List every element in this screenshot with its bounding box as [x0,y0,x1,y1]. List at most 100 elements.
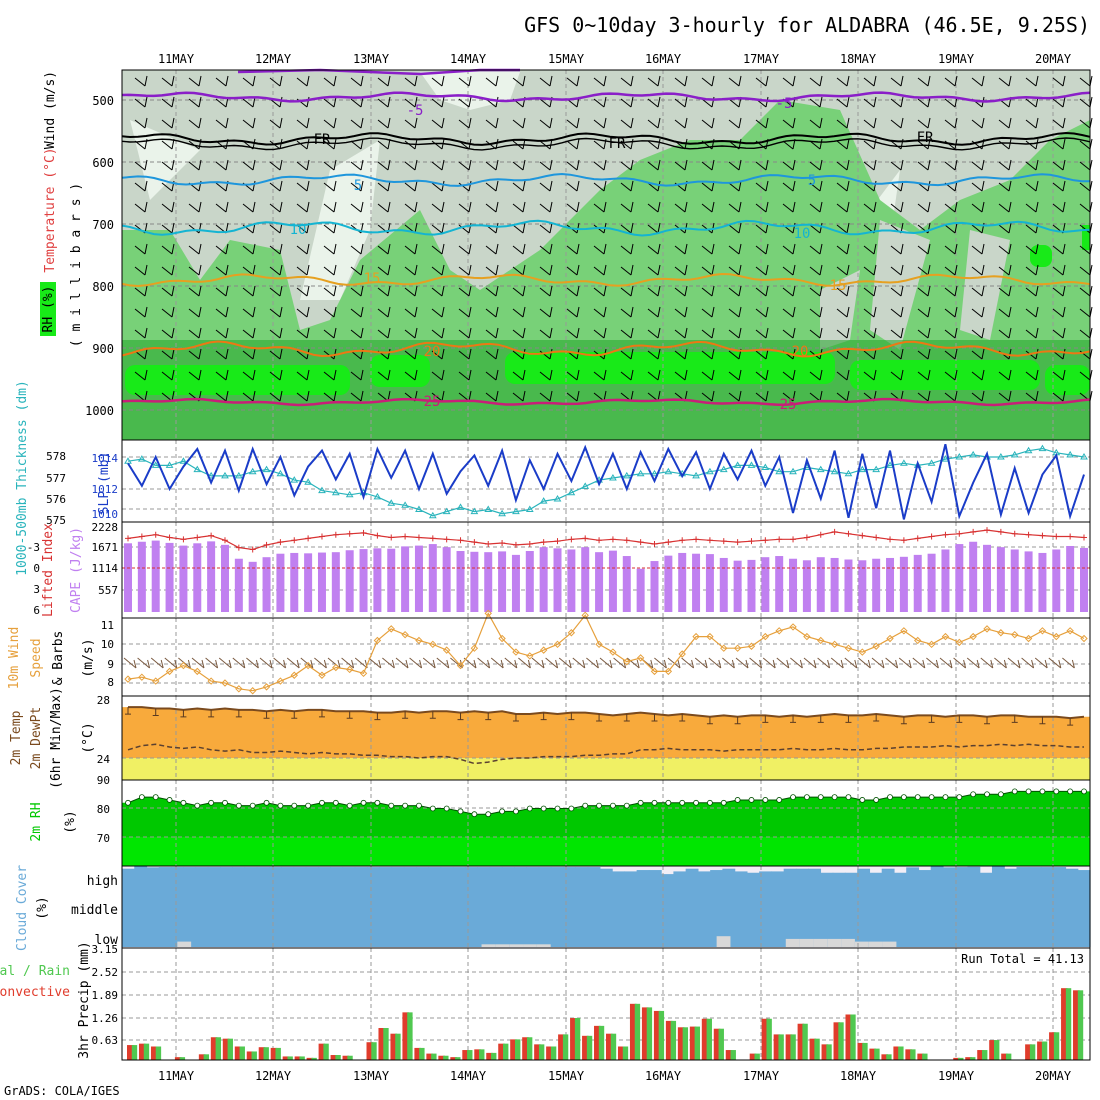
wind-barb [809,222,823,234]
wind10m-barb [966,657,980,669]
wind10m-barb [490,657,504,669]
wind-barb-flag [981,117,985,129]
wind-barb-shaft [350,266,362,276]
lifted-index-marker [125,535,131,542]
wind-barb [269,348,283,360]
wind-barb-flag [198,243,202,255]
wind-barb-shaft [188,245,200,255]
wind-barb [890,159,904,171]
wind-barb [782,75,796,87]
wind-barb [1025,201,1039,213]
wind-barb [809,159,823,171]
wind-barb [269,285,283,297]
wind-barb [647,75,661,87]
cloud-bar [710,870,724,893]
wind-barb-shaft [485,245,497,255]
thickness-marker [1038,444,1047,452]
wind-barb [647,201,661,213]
wind-barb-flag [360,306,364,318]
wind-barb [350,243,364,255]
wind-barb-flag [927,96,931,108]
wind-barb [863,138,877,150]
cloud-low-bar [827,938,842,947]
cloud-bar [918,870,932,893]
thickness-markers [124,444,1088,519]
wind-barb-flag [360,285,364,297]
wind10m-barb [939,657,953,669]
wind-barb-shaft [458,161,470,171]
wind-barb [539,243,553,255]
wind-barb-flag [684,285,688,297]
wind-barb [458,201,472,213]
wind-barb [431,348,445,360]
wind-barb [431,243,445,255]
wind10m-marker [235,685,243,693]
wind-barb-flag [792,117,796,129]
top-date-label: 16MAY [645,52,682,66]
lifted-index-marker [748,538,755,545]
wind-barb-flag [522,117,526,129]
wind-barb-flag [360,369,364,381]
wind-barb-shaft [944,329,956,339]
wind-barb-flag [981,75,985,87]
wind-barb-flag [711,117,715,129]
wind-barb-flag [576,222,580,234]
wind-barb [836,222,850,234]
wind-barb [242,264,256,276]
thickness-marker [830,467,839,475]
wind-barb-shaft [917,371,929,381]
wind-barb-shaft [863,371,875,381]
rh2m-grid [122,780,1090,866]
wind-barb [539,327,553,339]
wind-barb [539,117,553,129]
wind-barb-shaft [215,98,227,108]
wind-barb-flag [900,201,904,213]
wind10m-marker [539,646,548,654]
wind-barb-shaft [755,161,767,171]
wind10m-barb [368,657,382,669]
wind-barb [728,222,742,234]
wind-barb [431,180,445,192]
wind-barb [809,285,823,297]
wind-barb-shaft [134,161,146,171]
cloud-bar [550,893,566,920]
wind-barb-shaft [944,308,956,318]
cloud-bar [370,893,386,920]
wind-barb-flag [495,75,499,87]
wind-barb-shaft [566,371,578,381]
wind-barb-shaft [809,98,821,108]
wind-barb-flag [873,96,877,108]
rh2m-marker [305,802,312,809]
wind-barb-shaft [404,203,416,213]
precip-conv-bar [886,1054,892,1060]
wind-barb [728,243,742,255]
wind-barb [701,75,715,87]
thickness-marker [719,465,728,473]
wind10m-barb [980,657,994,669]
cloud-bar [1016,867,1030,893]
wind-barb-flag [549,201,553,213]
wind-barb [1025,348,1039,360]
thickness-marker [470,507,479,515]
top-date-label: 11MAY [158,52,195,66]
wind-barb-shaft [1025,371,1037,381]
wind-barb-flag [387,348,391,360]
rh2m-marker [416,802,422,809]
temperature-minmax-bar [263,711,270,719]
wind-barb-flag [387,285,391,297]
wind-barb [620,222,634,234]
wind-barb-shaft [944,392,956,402]
rh2m-marker [582,802,589,809]
wind-barb-shaft [350,245,362,255]
wind-barb-flag [1035,369,1039,381]
wind10m-barb [1007,657,1021,669]
cloud-bar [256,867,270,893]
precip-total-bar [127,1045,134,1060]
wind-barb-shaft [890,77,902,87]
wind10m-barb [422,657,436,669]
wind-barb-shaft [458,77,470,87]
wind-barb-shaft [917,182,929,192]
wind-barb-shaft [1052,203,1064,213]
wind-barb-shaft [1025,140,1037,150]
